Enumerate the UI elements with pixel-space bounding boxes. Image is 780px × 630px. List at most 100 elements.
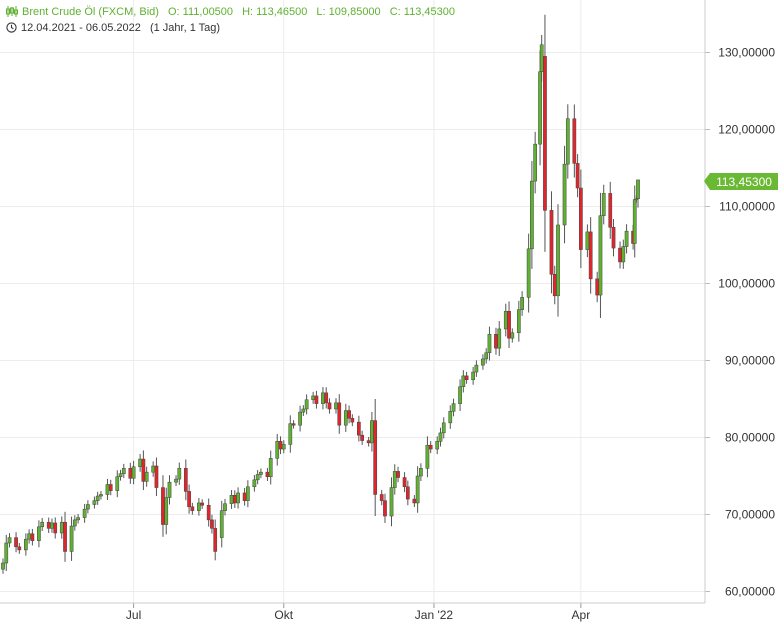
- y-tick-label: 110,00000: [719, 200, 775, 214]
- candle-body: [50, 522, 54, 529]
- high-value: 113,46500: [256, 6, 308, 18]
- candle-body: [82, 508, 87, 518]
- candle-body: [281, 444, 286, 450]
- candle-body: [585, 231, 590, 250]
- x-tick-label: Apr: [572, 608, 591, 622]
- candle-body: [533, 143, 538, 182]
- candle-body: [72, 519, 77, 527]
- candle-body: [337, 402, 342, 426]
- x-tick-label: Okt: [274, 608, 293, 622]
- candle-body: [415, 475, 420, 504]
- candle-body: [288, 423, 293, 445]
- candle-body: [608, 193, 613, 228]
- candle-body: [200, 502, 205, 506]
- candle-body: [154, 465, 159, 488]
- candle-body: [30, 533, 35, 541]
- candle-body: [27, 533, 31, 540]
- candle-body: [141, 458, 146, 482]
- candle-body: [474, 364, 479, 373]
- candle-body: [275, 441, 280, 459]
- candle-body: [396, 471, 400, 478]
- candle-body: [334, 402, 338, 410]
- high-label: H:: [242, 6, 254, 18]
- last-price-badge: [704, 173, 778, 190]
- candle-body: [108, 484, 113, 491]
- low-value: 109,85000: [328, 6, 381, 18]
- candle-body: [304, 399, 309, 410]
- candle-body: [197, 502, 201, 511]
- candle-body: [259, 471, 263, 475]
- candle-body: [425, 444, 430, 469]
- candle-body: [324, 392, 329, 404]
- candle-body: [562, 163, 567, 226]
- candle-body: [131, 466, 136, 479]
- candle-body: [510, 332, 515, 339]
- x-tick-label: Jul: [126, 608, 141, 622]
- instrument-name: Brent Crude Öl (FXCM, Bid): [22, 6, 159, 18]
- candle-body: [236, 492, 240, 504]
- y-tick-label: 70,00000: [725, 508, 775, 522]
- candle-body: [59, 521, 64, 534]
- candle-body: [128, 468, 133, 479]
- candle-body: [219, 510, 224, 538]
- x-tick-label: Jan '22: [415, 608, 454, 622]
- candle-body: [46, 521, 51, 529]
- candle-body: [405, 486, 410, 500]
- candle-body: [611, 227, 616, 249]
- candle-body: [494, 334, 498, 349]
- candle-body: [402, 477, 407, 488]
- candle-body: [177, 468, 182, 480]
- candle-body: [520, 297, 524, 310]
- candle-body: [265, 471, 270, 478]
- candle-body: [392, 471, 397, 488]
- candle-body: [350, 418, 355, 423]
- candle-body: [632, 199, 637, 244]
- candle-body: [40, 521, 45, 528]
- candle-body: [451, 403, 456, 412]
- candle-body: [167, 481, 172, 498]
- candle-body: [481, 358, 485, 366]
- candle-body: [301, 408, 306, 413]
- candle-body: [24, 538, 28, 551]
- candle-body: [95, 495, 100, 501]
- candle-body: [549, 210, 554, 275]
- candle-body: [53, 522, 58, 534]
- candle-body: [174, 478, 178, 483]
- candle-body: [530, 180, 534, 250]
- candle-body: [601, 193, 606, 216]
- y-tick-label: 130,00000: [718, 46, 775, 60]
- candle-body: [298, 411, 302, 426]
- candle-body: [7, 537, 12, 544]
- candle-body: [151, 465, 156, 473]
- candle-body: [246, 486, 250, 501]
- period-label: (1 Jahr, 1 Tag): [149, 22, 221, 34]
- candle-body: [343, 410, 348, 426]
- y-tick-label: 80,00000: [725, 431, 775, 445]
- candle-body: [539, 44, 544, 72]
- candle-body: [538, 71, 542, 145]
- candle-body: [206, 505, 211, 521]
- candle-body: [37, 526, 41, 541]
- candle-body: [598, 215, 603, 296]
- candle-body: [118, 473, 123, 478]
- candle-body: [441, 422, 446, 434]
- last-price-label: 113,45300: [716, 175, 772, 189]
- candle-body: [223, 503, 227, 511]
- candle-body: [144, 471, 149, 482]
- candle-body: [464, 375, 469, 380]
- open-value: 111,00500: [182, 6, 234, 18]
- candle-body: [183, 468, 188, 492]
- candle-body: [595, 278, 600, 296]
- candles-icon: [6, 6, 18, 17]
- y-tick-label: 60,00000: [725, 585, 775, 599]
- y-tick-label: 100,00000: [718, 277, 775, 291]
- candle-body: [291, 423, 296, 426]
- candle-body: [579, 187, 583, 250]
- close-value: 113,45300: [403, 6, 455, 18]
- candle-body: [86, 504, 90, 510]
- candle-body: [389, 487, 394, 517]
- candle-body: [14, 537, 18, 548]
- candle-body: [190, 506, 195, 511]
